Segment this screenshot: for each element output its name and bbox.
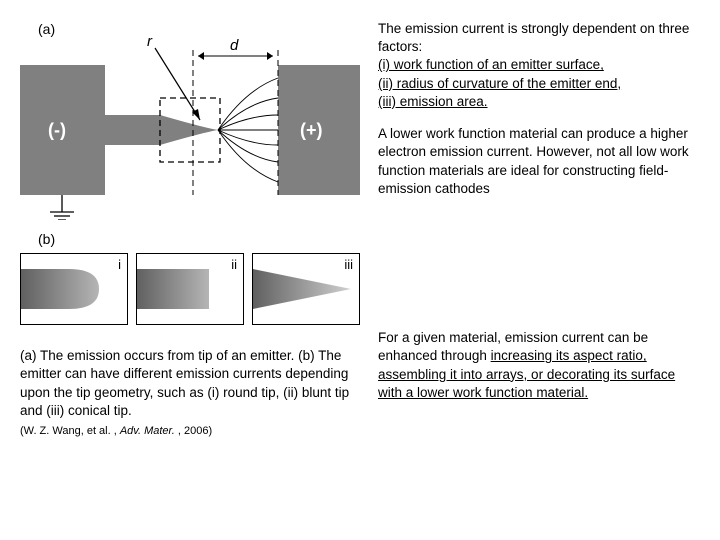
factor-iii: (iii) emission area.: [378, 94, 488, 109]
factor-i: (i) work function of an emitter surface,: [378, 57, 604, 72]
plus-label: (+): [300, 120, 323, 140]
factor-ii: (ii) radius of curvature of the emitter …: [378, 76, 621, 91]
tip-round-svg: [21, 254, 127, 324]
figure-b-label: (b): [38, 231, 55, 247]
emitter-tip-shape: [160, 115, 218, 145]
caption-column: (a) The emission occurs from tip of an e…: [20, 329, 360, 439]
tip-blunt-svg: [137, 254, 243, 324]
para-3: For a given material, emission current c…: [378, 329, 700, 402]
emitter-shaft: [105, 115, 160, 145]
para3-column: For a given material, emission current c…: [378, 329, 700, 416]
figure-a-label: (a): [38, 20, 55, 39]
d-label: d: [230, 37, 239, 54]
factors-intro: The emission current is strongly depende…: [378, 21, 689, 54]
conical-tip-shape: [253, 269, 351, 309]
tips-row: i ii iii: [20, 253, 360, 325]
figure-a: (a): [20, 20, 360, 220]
factors-paragraph: The emission current is strongly depende…: [378, 20, 700, 111]
tip-label-i: i: [118, 256, 121, 274]
attrib-pre: (W. Z. Wang, et al. ,: [20, 425, 120, 437]
attrib-journal: Adv. Mater.: [120, 425, 178, 437]
figure-a-svg: r d (-) (+): [20, 20, 360, 220]
figure-caption: (a) The emission occurs from tip of an e…: [20, 347, 360, 420]
tip-conical-svg: [253, 254, 359, 324]
right-text-column: The emission current is strongly depende…: [378, 20, 700, 212]
round-tip-shape: [21, 269, 99, 309]
minus-label: (-): [48, 120, 66, 140]
d-arrow-left: [198, 52, 204, 60]
blunt-tip-shape: [137, 269, 209, 309]
figure-b: (b) i ii: [20, 230, 360, 325]
attrib-post: , 2006): [178, 425, 212, 437]
d-arrow-right: [267, 52, 273, 60]
tip-label-iii: iii: [344, 256, 353, 274]
attribution: (W. Z. Wang, et al. , Adv. Mater. , 2006…: [20, 424, 360, 439]
tip-box-conical: iii: [252, 253, 360, 325]
field-lines: [218, 78, 278, 182]
tip-box-blunt: ii: [136, 253, 244, 325]
top-row: (a): [20, 20, 700, 325]
bottom-row: (a) The emission occurs from tip of an e…: [20, 329, 700, 439]
r-label: r: [147, 33, 153, 50]
figures-column: (a): [20, 20, 360, 325]
para-2: A lower work function material can produ…: [378, 125, 700, 198]
tip-box-round: i: [20, 253, 128, 325]
tip-label-ii: ii: [231, 256, 237, 274]
